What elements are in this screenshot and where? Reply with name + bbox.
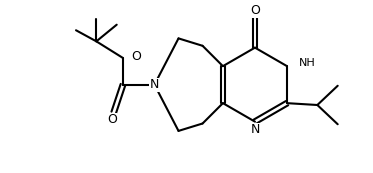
Text: N: N — [250, 123, 260, 136]
Text: N: N — [150, 78, 159, 91]
Text: O: O — [131, 50, 141, 63]
Text: O: O — [250, 4, 260, 17]
Text: NH: NH — [299, 58, 316, 68]
Text: O: O — [107, 113, 117, 126]
